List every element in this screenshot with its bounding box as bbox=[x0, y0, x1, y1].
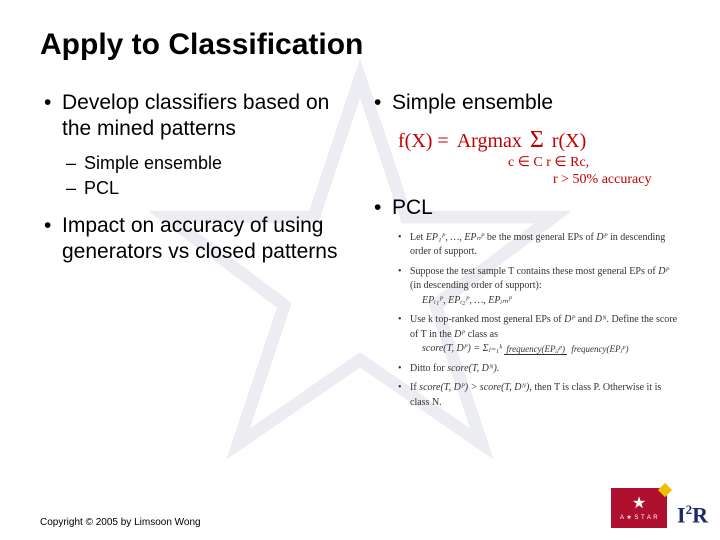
pcl-step-5: If score(T, Dᴾ) > score(T, Dᴺ), then T i… bbox=[398, 381, 680, 410]
slide-title: Apply to Classification bbox=[40, 28, 680, 62]
pcl-score-formula: score(T, Dᴾ) = Σⱼ₌₁ᵏ frequency(EPᵢⱼᴾ) fr… bbox=[410, 342, 680, 357]
formula-rx: r(X) bbox=[552, 129, 586, 153]
formula-argmax: Argmax bbox=[457, 129, 522, 153]
left-bullet-1: Develop classifiers based on the mined p… bbox=[40, 90, 350, 143]
pcl-step-2: Suppose the test sample T contains these… bbox=[398, 265, 680, 309]
pcl-step-4: Ditto for score(T, Dᴺ). bbox=[398, 362, 680, 377]
formula-cond1: c ∈ C r ∈ Rc, bbox=[398, 155, 680, 172]
two-column-layout: Develop classifiers based on the mined p… bbox=[40, 90, 680, 415]
left-bullet-1b: PCL bbox=[40, 178, 350, 199]
left-bullet-1a: Simple ensemble bbox=[40, 153, 350, 174]
left-bullet-2: Impact on accuracy of using generators v… bbox=[40, 213, 350, 266]
pcl-step-1: Let EP₁ᴾ, …, EPₙᴾ be the most general EP… bbox=[398, 231, 680, 260]
right-column: Simple ensemble f(X) = Argmax Σ r(X) c ∈… bbox=[370, 90, 680, 415]
right-bullet-2: PCL bbox=[370, 195, 680, 221]
formula-sigma: Σ bbox=[530, 126, 544, 155]
right-bullet-1: Simple ensemble bbox=[370, 90, 680, 116]
pcl-algorithm-text: Let EP₁ᴾ, …, EPₙᴾ be the most general EP… bbox=[398, 231, 680, 411]
pcl-step-3: Use k top-ranked most general EPs of Dᴾ … bbox=[398, 313, 680, 357]
left-column: Develop classifiers based on the mined p… bbox=[40, 90, 350, 415]
formula-fx: f(X) = bbox=[398, 129, 449, 153]
formula-cond2: r > 50% accuracy bbox=[398, 172, 680, 189]
formula-block: f(X) = Argmax Σ r(X) c ∈ C r ∈ Rc, r > 5… bbox=[398, 126, 680, 188]
